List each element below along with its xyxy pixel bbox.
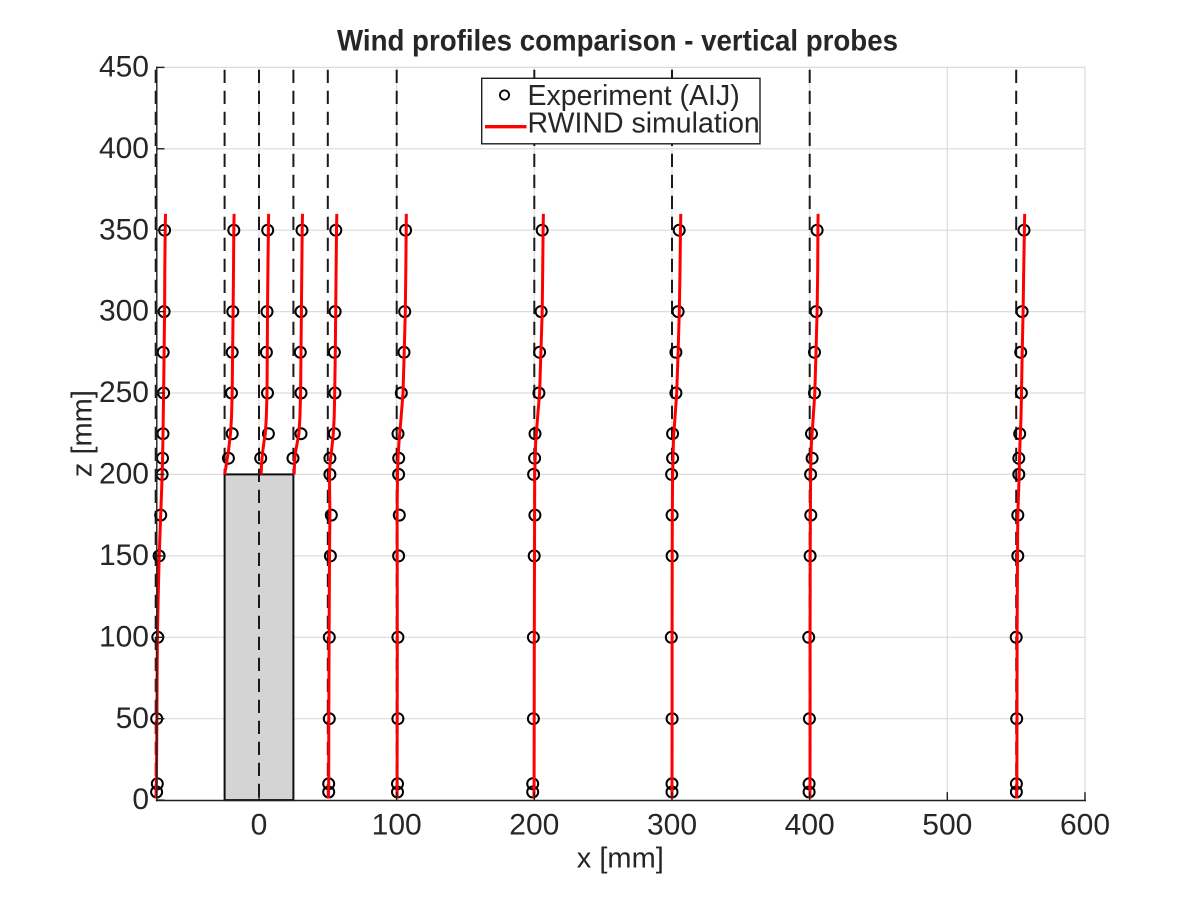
svg-text:Wind profiles comparison - ver: Wind profiles comparison - vertical prob…: [337, 25, 898, 58]
svg-text:0: 0: [251, 808, 268, 841]
svg-text:300: 300: [99, 295, 149, 328]
svg-text:600: 600: [1060, 808, 1110, 841]
svg-text:100: 100: [372, 808, 422, 841]
svg-text:x [mm]: x [mm]: [577, 843, 664, 875]
svg-text:100: 100: [99, 620, 149, 653]
svg-text:RWIND simulation: RWIND simulation: [528, 108, 760, 140]
svg-text:50: 50: [116, 702, 149, 735]
svg-text:150: 150: [99, 539, 149, 572]
svg-text:0: 0: [132, 783, 149, 816]
svg-text:z [mm]: z [mm]: [67, 390, 99, 477]
svg-text:250: 250: [99, 376, 149, 409]
svg-text:450: 450: [99, 51, 149, 84]
svg-text:200: 200: [99, 458, 149, 491]
svg-text:Experiment (AIJ): Experiment (AIJ): [528, 80, 740, 112]
svg-text:400: 400: [99, 132, 149, 165]
svg-text:400: 400: [785, 808, 835, 841]
svg-text:300: 300: [647, 808, 697, 841]
svg-text:500: 500: [922, 808, 972, 841]
svg-text:200: 200: [509, 808, 559, 841]
svg-text:350: 350: [99, 213, 149, 246]
